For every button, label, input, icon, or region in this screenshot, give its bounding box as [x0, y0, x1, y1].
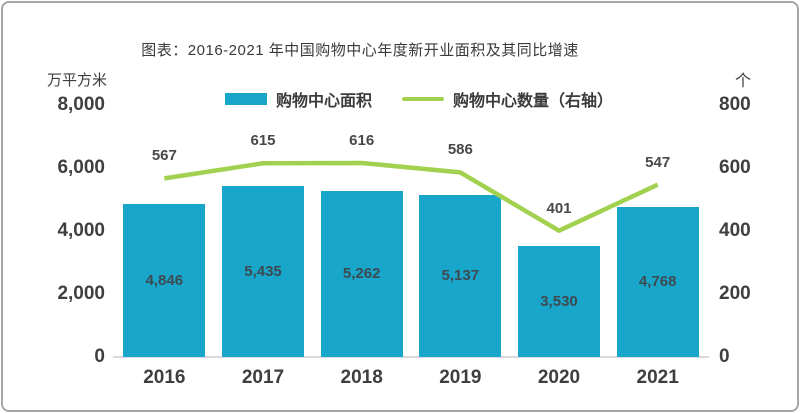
right-axis-tick-0: 0	[719, 346, 730, 367]
line-value-label-2018: 616	[349, 131, 375, 149]
bar-2016	[123, 204, 206, 357]
legend: 购物中心面积 购物中心数量（右轴）	[225, 89, 614, 110]
right-axis-tick-200: 200	[719, 283, 751, 304]
line-value-label-2021: 547	[645, 153, 671, 171]
right-axis-tick-800: 800	[719, 94, 751, 115]
left-axis-tick-0: 0	[94, 346, 105, 367]
count-series-swatch	[402, 97, 445, 101]
left-axis-tick-4000: 4,000	[57, 220, 105, 241]
line-value-label-2017: 615	[250, 132, 276, 150]
x-axis-line	[113, 356, 709, 358]
line-value-label-2020: 401	[546, 199, 572, 217]
bar-value-label-2017: 5,435	[244, 262, 282, 280]
count-series-label: 购物中心数量（右轴）	[453, 93, 614, 110]
left-axis-unit: 万平方米	[47, 72, 108, 89]
left-axis-tick-2000: 2,000	[57, 283, 105, 304]
plot-area: 4,846 567 2016 5,435 615 2017 5,262 616 2018 5,13…	[115, 105, 707, 388]
x-axis-label-2018: 2018	[340, 367, 383, 388]
chart-title: 图表：2016-2021 年中国购物中心年度新开业面积及其同比增速	[141, 42, 579, 59]
line-value-label-2019: 586	[447, 141, 473, 159]
left-axis-tick-6000: 6,000	[57, 157, 105, 178]
area-series-swatch	[225, 93, 267, 105]
x-axis-label-2021: 2021	[636, 367, 679, 388]
count-line-series	[163, 160, 659, 233]
right-axis-tick-600: 600	[719, 157, 751, 178]
area-series-label: 购物中心面积	[276, 93, 373, 110]
bar-2018	[320, 191, 403, 357]
bar-value-label-2016: 4,846	[145, 271, 184, 289]
line-value-label-2016: 567	[151, 147, 177, 165]
right-axis-unit: 个	[735, 73, 752, 90]
bar-2020	[518, 246, 600, 357]
bar-2019	[419, 195, 502, 357]
bar-value-label-2021: 4,768	[638, 273, 677, 290]
bar-value-label-2020: 3,530	[540, 292, 578, 310]
x-axis-label-2019: 2019	[439, 367, 482, 388]
left-axis-tick-8000: 8,000	[57, 94, 105, 115]
bar-value-label-2018: 5,262	[342, 265, 381, 282]
bar-2017	[222, 186, 304, 357]
x-axis-label-2017: 2017	[241, 367, 285, 388]
bar-value-label-2019: 5,137	[441, 267, 480, 284]
x-axis-label-2020: 2020	[537, 367, 581, 388]
x-axis-label-2016: 2016	[143, 367, 186, 388]
bar-2021	[616, 207, 699, 357]
right-axis-tick-400: 400	[719, 220, 751, 241]
